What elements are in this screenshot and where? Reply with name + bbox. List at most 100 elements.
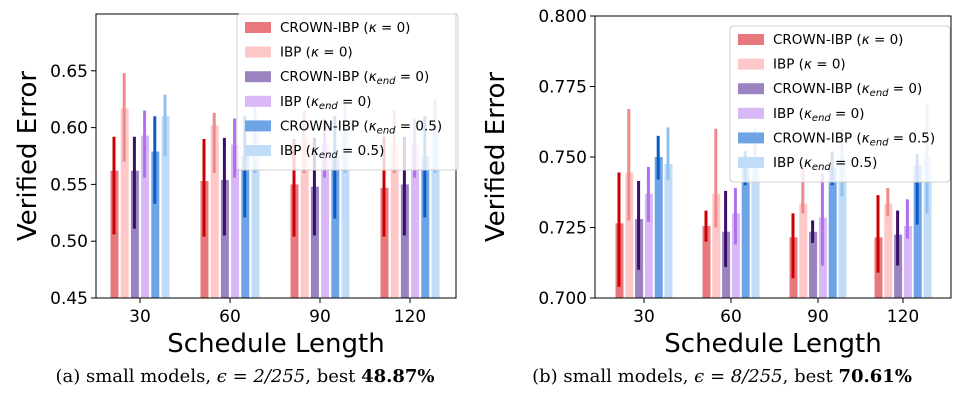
legend-entry: IBP (κend = 0.5): [773, 155, 877, 173]
bar: [809, 231, 818, 298]
bar: [702, 226, 711, 298]
bar: [799, 203, 808, 298]
caption-a-eps: ϵ = 2/255: [216, 366, 306, 387]
x-tick-label: 120: [887, 307, 919, 327]
legend-entry: IBP (κ = 0): [280, 45, 353, 61]
bar: [200, 180, 209, 298]
bar: [310, 186, 319, 298]
bar: [913, 165, 922, 298]
bar: [130, 170, 139, 298]
bar: [884, 203, 893, 298]
bar: [331, 156, 340, 298]
caption-b-eps: ϵ = 8/255: [694, 366, 783, 387]
bar: [828, 168, 837, 298]
plot-frame: [594, 15, 952, 299]
bar: [161, 116, 170, 299]
y-tick-label: 0.750: [538, 148, 587, 168]
legend-swatch: [738, 34, 764, 45]
bar: [625, 172, 634, 298]
bar: [411, 144, 420, 298]
y-tick-label: 0.60: [50, 119, 88, 139]
legend-swatch: [245, 95, 271, 107]
bar: [231, 144, 240, 298]
y-tick-label: 0.800: [538, 7, 587, 27]
caption-b-prefix: (b) small models,: [532, 366, 695, 387]
bar: [664, 164, 673, 298]
bar: [380, 187, 389, 298]
bar: [141, 135, 150, 298]
legend-swatch: [245, 22, 271, 33]
x-tick-label: 90: [309, 307, 331, 327]
caption-a: (a) small models, ϵ = 2/255, best 48.87%: [10, 366, 480, 387]
y-tick-label: 0.700: [538, 289, 587, 309]
legend-entry: CROWN-IBP (κend = 0): [773, 81, 922, 99]
legend-swatch: [245, 46, 271, 58]
caption-b: (b) small models, ϵ = 8/255, best 70.61%: [487, 366, 957, 387]
bar: [290, 184, 299, 298]
legend-box: [236, 13, 459, 171]
bar: [321, 144, 330, 298]
y-tick-label: 0.55: [50, 175, 88, 195]
caption-b-mid: , best: [782, 366, 839, 387]
legend-swatch: [738, 58, 764, 70]
caption-b-best: 70.61%: [838, 366, 912, 387]
bar: [421, 156, 430, 298]
bar: [341, 133, 350, 298]
bar: [923, 157, 932, 298]
y-tick-label: 0.50: [50, 232, 88, 252]
bar: [220, 179, 229, 298]
legend-swatch: [738, 83, 764, 95]
bar: [431, 133, 440, 298]
legend-swatch: [738, 132, 764, 144]
bar: [741, 168, 750, 298]
chart-panel-b: 0.700 0.725 0.750 0.775 0.800 30 60 90 120 Schedu…: [481, 7, 952, 359]
legend-entry: IBP (κend = 0): [280, 94, 372, 112]
bar: [241, 156, 250, 298]
legend-swatch: [245, 71, 271, 83]
legend-swatch: [245, 120, 271, 132]
legend-entry: IBP (κ = 0): [773, 57, 846, 73]
bar: [251, 133, 260, 298]
legend-swatch: [738, 107, 764, 119]
legend-swatch: [245, 145, 271, 156]
y-tick-label: 0.65: [50, 62, 88, 82]
bar: [644, 193, 653, 298]
y-axis-title: Verified Error: [13, 71, 43, 242]
x-tick-label: 60: [720, 307, 742, 327]
legend-entry: CROWN-IBP (κend = 0): [280, 69, 429, 87]
legend-entry: CROWN-IBP (κ = 0): [280, 20, 410, 36]
legend-entry: IBP (κend = 0): [773, 106, 865, 124]
legend: CROWN-IBP (κ = 0) IBP (κ = 0) CROWN-IBP (κ…: [729, 25, 951, 183]
bar: [731, 213, 740, 298]
bar: [151, 151, 160, 298]
legend-box: [729, 25, 951, 183]
y-tick-label: 0.725: [538, 219, 587, 239]
bar: [210, 125, 219, 298]
bar: [712, 193, 721, 298]
x-tick-label: 30: [633, 307, 655, 327]
bar: [903, 226, 912, 298]
x-tick-label: 60: [219, 307, 241, 327]
bar: [390, 144, 399, 298]
caption-a-mid: , best: [305, 366, 362, 387]
caption-a-prefix: (a) small models,: [55, 366, 217, 387]
legend-entry: CROWN-IBP (κend = 0.5): [280, 118, 442, 136]
x-axis-title: Schedule Length: [664, 329, 881, 359]
legend-entry: CROWN-IBP (κend = 0.5): [773, 130, 935, 148]
legend-entry: IBP (κend = 0.5): [280, 143, 384, 161]
bar: [751, 157, 760, 298]
y-axis-title: Verified Error: [481, 72, 511, 243]
chart-panel-a: 0.45 0.50 0.55 0.60 0.65 30 60 90 120 Schedule Le…: [13, 13, 459, 359]
legend-swatch: [738, 157, 764, 168]
bar: [400, 184, 409, 298]
x-axis-title: Schedule Length: [167, 329, 384, 359]
bar: [654, 157, 663, 298]
y-tick-label: 0.45: [50, 289, 88, 309]
legend-entry: CROWN-IBP (κ = 0): [773, 32, 903, 48]
legend: CROWN-IBP (κ = 0) IBP (κ = 0) CROWN-IBP (κ…: [236, 13, 459, 171]
bar: [838, 157, 847, 298]
bar: [120, 108, 129, 299]
bar: [300, 138, 309, 298]
y-tick-label: 0.775: [538, 78, 587, 98]
